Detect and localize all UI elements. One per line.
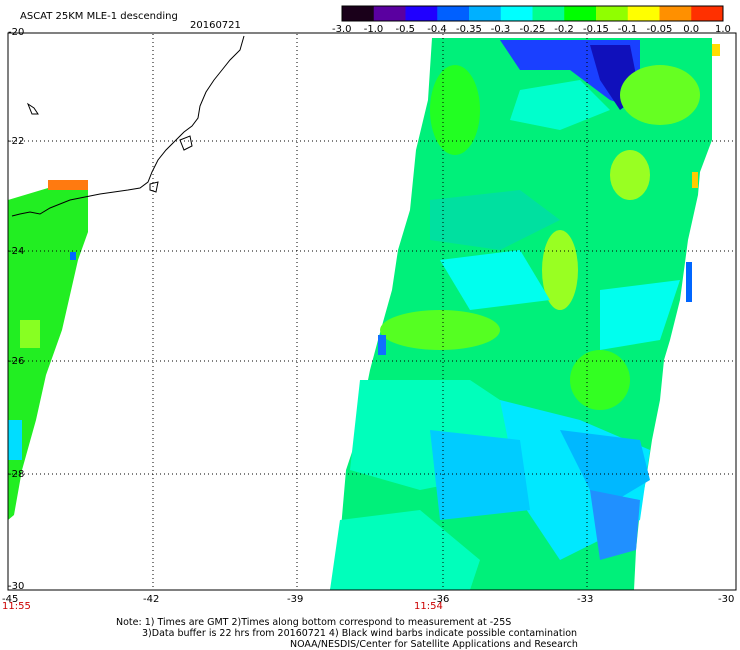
- lon-label: -36: [433, 594, 450, 605]
- colorbar-segment: [596, 6, 629, 21]
- colorbar-label: -0.25: [519, 24, 546, 35]
- lat-label: -20: [8, 27, 25, 38]
- time-label-left: 11:55: [2, 601, 31, 612]
- lat-label: -30: [8, 581, 25, 592]
- colorbar-label: -0.2: [554, 24, 574, 35]
- lat-label: -28: [8, 469, 25, 480]
- colorbar-segment: [500, 6, 533, 21]
- colorbar-segment: [373, 6, 406, 21]
- note-line-3: NOAA/NESDIS/Center for Satellite Applica…: [290, 639, 578, 650]
- colorbar-segment: [532, 6, 565, 21]
- main-swath: [330, 38, 720, 590]
- colorbar-segment: [691, 6, 724, 21]
- colorbar-segment: [564, 6, 597, 21]
- map-title: ASCAT 25KM MLE-1 descending: [20, 11, 178, 22]
- colorbar-label: -1.0: [363, 24, 384, 35]
- lon-label: -45: [2, 594, 19, 605]
- lat-label: -24: [8, 246, 25, 257]
- lon-label: -30: [718, 594, 735, 605]
- colorbar-label: -0.35: [456, 24, 482, 35]
- colorbar-label: -0.4: [427, 24, 447, 35]
- colorbar-segment: [659, 6, 692, 21]
- colorbar-label: -0.05: [646, 24, 673, 35]
- lat-label: -22: [8, 136, 25, 147]
- note-line-1: Note: 1) Times are GMT 2)Times along bot…: [116, 617, 512, 628]
- lon-label: -42: [143, 594, 160, 605]
- colorbar-label: 1.0: [715, 24, 731, 35]
- colorbar-segment: [627, 6, 660, 21]
- note-line-2: 3)Data buffer is 22 hrs from 20160721 4)…: [142, 628, 578, 639]
- colorbar-label: -0.3: [490, 24, 511, 35]
- coastline: [11, 35, 245, 217]
- map-date: 20160721: [190, 20, 241, 31]
- plot-frame: [7, 32, 737, 591]
- colorbar-segment: [469, 6, 502, 21]
- colorbar-segment: [405, 6, 438, 21]
- colorbar-label: 0.0: [683, 24, 700, 35]
- colorbar-label: -3.0: [332, 24, 352, 35]
- grid-lines: [8, 34, 736, 590]
- colorbar-segment: [342, 6, 375, 21]
- time-label-middle: 11:54: [414, 601, 443, 612]
- colorbar-label: -0.15: [583, 24, 609, 35]
- lat-label: -26: [8, 356, 25, 367]
- lon-label: -39: [287, 594, 304, 605]
- colorbar: [342, 6, 724, 21]
- colorbar-label: -0.5: [395, 24, 416, 35]
- left-swath: [8, 180, 88, 520]
- colorbar-segment: [437, 6, 470, 21]
- colorbar-label: -0.1: [617, 24, 638, 35]
- lon-label: -33: [577, 594, 594, 605]
